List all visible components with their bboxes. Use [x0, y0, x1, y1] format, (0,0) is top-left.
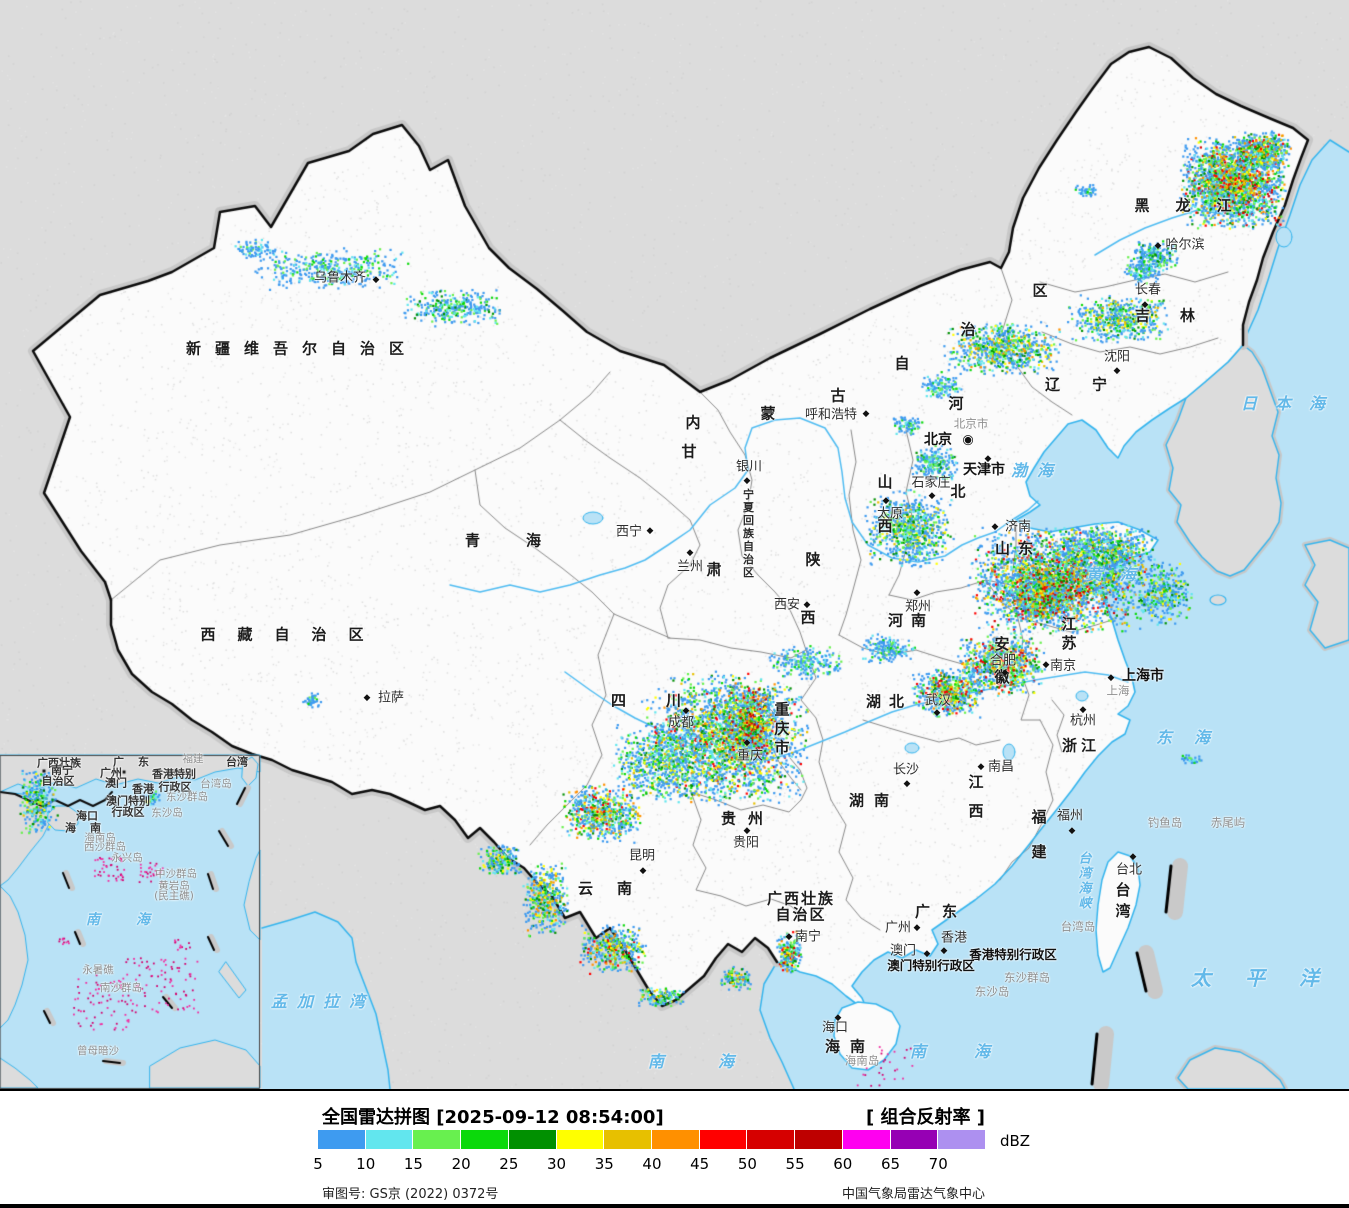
legend-color-segment: [651, 1130, 700, 1149]
legend-product-label: [ 组合反射率 ]: [866, 1107, 985, 1128]
legend-tick-label: 60: [833, 1155, 853, 1173]
legend-color-segment: [890, 1130, 939, 1149]
legend-tick-label: 45: [690, 1155, 710, 1173]
legend-color-segment: [461, 1130, 509, 1149]
legend-color-segment: [604, 1130, 652, 1149]
legend-title: 全国雷达拼图 [2025-09-12 08:54:00]: [322, 1107, 664, 1128]
legend-tick-label: 10: [356, 1155, 376, 1173]
legend-color-segment: [699, 1130, 748, 1149]
legend-unit-label: dBZ: [1000, 1132, 1031, 1150]
china-radar-map: 黑龙江 吉林 辽宁内蒙古自治区新疆维吾尔自治区 西藏自治区 青海甘肃宁夏回族自治区陕西山…: [0, 0, 1349, 1089]
legend-tick-label: 65: [880, 1155, 901, 1173]
legend-tick-label: 5: [313, 1155, 323, 1173]
legend-agency-note: 中国气象局雷达气象中心: [841, 1187, 985, 1202]
legend-panel: 全国雷达拼图 [2025-09-12 08:54:00] [ 组合反射率 ] d…: [0, 1089, 1349, 1208]
legend-approval-note: 审图号: GS京 (2022) 0372号: [322, 1187, 499, 1202]
legend-tick-label: 35: [594, 1155, 614, 1173]
legend-colorbar: [318, 1130, 986, 1149]
legend-color-segment: [365, 1130, 414, 1149]
legend-color-segment: [556, 1130, 605, 1149]
legend-color-segment: [508, 1130, 557, 1149]
legend-color-segment: [413, 1130, 462, 1149]
legend-tick-label: 20: [451, 1155, 471, 1173]
legend-color-segment: [318, 1130, 366, 1149]
map-canvas: [0, 0, 1349, 1089]
legend-tick-label: 55: [785, 1155, 805, 1173]
legend-color-segment: [938, 1130, 986, 1149]
legend-tick-label: 50: [737, 1155, 757, 1173]
legend-tick-label: 15: [403, 1155, 423, 1173]
legend-tick-label: 70: [928, 1155, 948, 1173]
legend-tick-label: 30: [547, 1155, 567, 1173]
legend-color-segment: [747, 1130, 796, 1149]
legend-color-segment: [795, 1130, 843, 1149]
legend-tick-label: 25: [499, 1155, 519, 1173]
legend-tick-label: 40: [642, 1155, 662, 1173]
legend-color-segment: [842, 1130, 891, 1149]
